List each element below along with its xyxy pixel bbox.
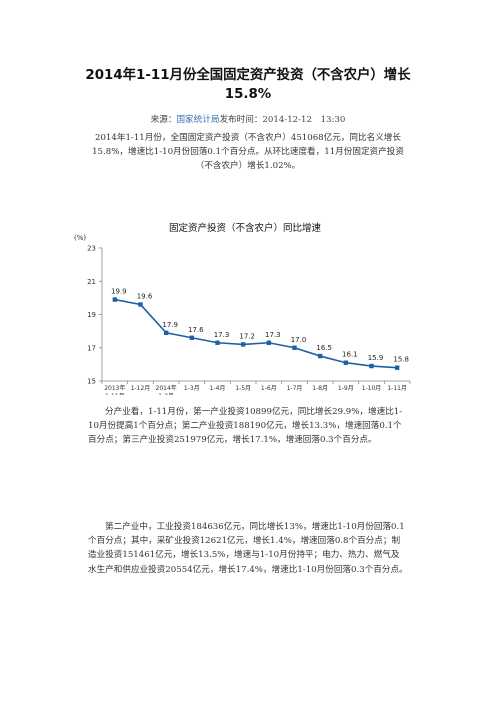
x-tick-label: 2014年1-2月 bbox=[156, 384, 177, 395]
publish-time: 2014-12-12 13:30 bbox=[262, 115, 346, 125]
data-point bbox=[189, 335, 195, 340]
data-label: 19.6 bbox=[137, 293, 153, 301]
x-tick-label: 1-3月 bbox=[184, 385, 200, 392]
data-label: 17.0 bbox=[291, 336, 307, 344]
paragraph-by-industry: 分产业看，1-11月份，第一产业投资10899亿元，同比增长29.9%，增速比1… bbox=[88, 407, 403, 446]
data-point bbox=[266, 340, 272, 345]
chart-title: 固定资产投资（不含农户）同比增速 bbox=[169, 222, 322, 234]
x-tick-label: 1-4月 bbox=[210, 385, 226, 392]
paragraph-intro: 2014年1-11月份，全国固定资产投资（不含农户）451068亿元，同比名义增… bbox=[92, 133, 404, 172]
article-title: 2014年1-11月份全国固定资产投资（不含农户）增长15.8% bbox=[85, 68, 411, 102]
data-point bbox=[394, 365, 400, 370]
data-label: 19.9 bbox=[111, 288, 127, 296]
data-label: 16.5 bbox=[316, 344, 332, 352]
y-tick-label: 23 bbox=[87, 245, 96, 253]
data-point bbox=[163, 330, 169, 335]
data-label: 17.9 bbox=[162, 321, 178, 329]
article-meta: 来源：国家统计局发布时间：2014-12-12 13:30 bbox=[60, 113, 436, 125]
data-point bbox=[215, 340, 220, 345]
source-label: 来源： bbox=[150, 115, 177, 125]
y-axis-label: (%) bbox=[74, 234, 86, 242]
x-tick-label: 1-7月 bbox=[287, 385, 303, 392]
x-tick-label: 1-5月 bbox=[235, 385, 251, 392]
series-line bbox=[114, 298, 398, 369]
data-label: 17.3 bbox=[214, 331, 230, 339]
data-label: 15.9 bbox=[368, 354, 384, 362]
data-point bbox=[369, 363, 374, 369]
data-label: 17.6 bbox=[188, 326, 204, 334]
source-link[interactable]: 国家统计局 bbox=[176, 115, 220, 125]
x-tick-label: 1-6月 bbox=[261, 385, 277, 392]
data-label: 17.2 bbox=[239, 332, 255, 340]
data-point bbox=[138, 302, 143, 307]
x-tick-label: 1-12月 bbox=[131, 385, 151, 392]
x-tick-label: 1-9月 bbox=[338, 385, 354, 392]
data-label: 15.8 bbox=[393, 356, 409, 364]
y-tick-label: 19 bbox=[87, 311, 96, 319]
y-tick-label: 17 bbox=[87, 344, 96, 352]
y-tick-label: 15 bbox=[87, 378, 96, 386]
data-label: 16.1 bbox=[342, 351, 358, 359]
publish-label: 发布时间： bbox=[219, 115, 263, 125]
data-label: 17.3 bbox=[265, 331, 281, 339]
data-point bbox=[317, 353, 323, 359]
y-tick-label: 21 bbox=[87, 278, 96, 286]
data-point bbox=[292, 345, 297, 350]
paragraph-secondary-industry: 第二产业中，工业投资184636亿元，同比增长13%，增速比1-10月份回落0.… bbox=[88, 522, 408, 575]
x-tick-label: 1-10月 bbox=[362, 385, 382, 392]
data-point bbox=[343, 360, 349, 365]
x-tick-label: 1-11月 bbox=[387, 385, 407, 392]
data-point bbox=[112, 297, 118, 302]
x-tick-label: 1-8月 bbox=[312, 385, 328, 392]
data-point bbox=[240, 342, 246, 347]
